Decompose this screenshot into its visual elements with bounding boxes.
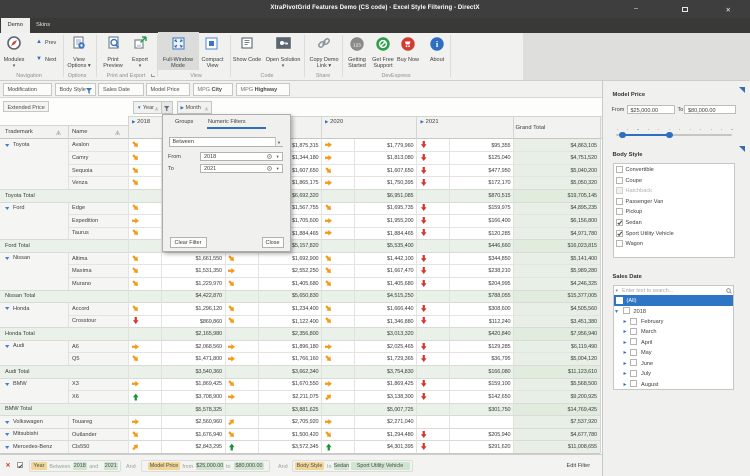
svg-text:123: 123 xyxy=(353,42,361,47)
svg-text:i: i xyxy=(436,39,439,49)
